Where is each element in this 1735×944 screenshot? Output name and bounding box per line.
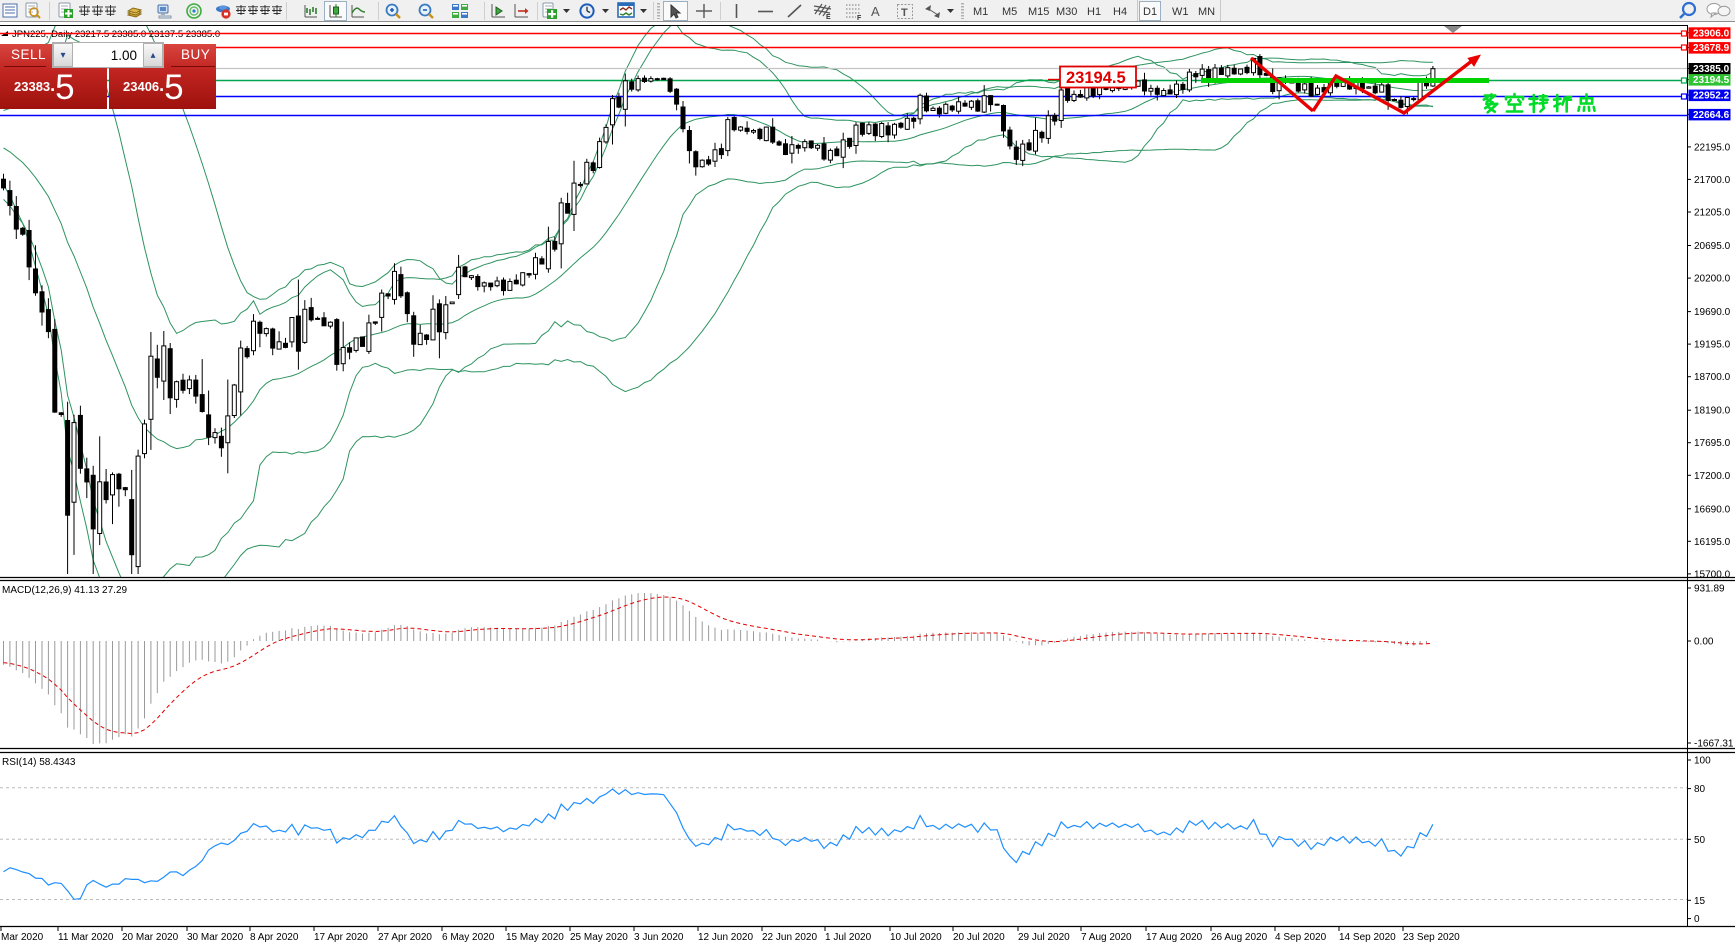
svg-text:17 Aug 2020: 17 Aug 2020 — [1146, 932, 1203, 943]
svg-text:18190.0: 18190.0 — [1694, 406, 1731, 417]
svg-text:20 Mar 2020: 20 Mar 2020 — [122, 932, 179, 943]
svg-text:3 Jun 2020: 3 Jun 2020 — [634, 932, 684, 943]
svg-text:17200.0: 17200.0 — [1694, 471, 1731, 482]
svg-text:23385.0: 23385.0 — [1693, 64, 1730, 75]
svg-text:H1: H1 — [1087, 6, 1101, 18]
svg-text:14 Sep 2020: 14 Sep 2020 — [1339, 932, 1396, 943]
svg-text:80: 80 — [1694, 784, 1706, 795]
svg-text:4 Sep 2020: 4 Sep 2020 — [1275, 932, 1327, 943]
svg-text:10 Jul 2020: 10 Jul 2020 — [890, 932, 942, 943]
svg-text:F: F — [857, 15, 862, 22]
svg-text:23 Sep 2020: 23 Sep 2020 — [1403, 932, 1460, 943]
svg-text:21700.0: 21700.0 — [1694, 175, 1731, 186]
svg-text:22952.2: 22952.2 — [1693, 91, 1730, 102]
svg-text:7 Aug 2020: 7 Aug 2020 — [1081, 932, 1132, 943]
svg-text:RSI(14) 58.4343: RSI(14) 58.4343 — [2, 757, 76, 768]
svg-text:1 Jul 2020: 1 Jul 2020 — [825, 932, 872, 943]
svg-text:JPN225, Daily 23217.5 23385.0: JPN225, Daily 23217.5 23385.0 23137.5 23… — [12, 29, 220, 40]
svg-text:23678.9: 23678.9 — [1693, 43, 1730, 54]
svg-text:D1: D1 — [1143, 6, 1157, 18]
svg-text:A: A — [871, 4, 880, 19]
svg-text:23194.5: 23194.5 — [1693, 75, 1730, 86]
svg-text:17695.0: 17695.0 — [1694, 438, 1731, 449]
svg-text:20200.0: 20200.0 — [1694, 274, 1731, 285]
svg-text:H4: H4 — [1113, 6, 1127, 18]
svg-text:MACD(12,26,9) 41.13 27.29: MACD(12,26,9) 41.13 27.29 — [2, 585, 128, 596]
svg-text:931.89: 931.89 — [1694, 584, 1725, 595]
svg-text:E: E — [826, 14, 831, 21]
svg-text:21205.0: 21205.0 — [1694, 208, 1731, 219]
svg-text:M15: M15 — [1028, 6, 1049, 18]
svg-text:MN: MN — [1198, 6, 1215, 18]
svg-text:-1667.31: -1667.31 — [1694, 739, 1734, 750]
svg-text:16690.0: 16690.0 — [1694, 504, 1731, 515]
svg-text:M1: M1 — [973, 6, 988, 18]
svg-text:0.00: 0.00 — [1694, 637, 1714, 648]
svg-text:25 May 2020: 25 May 2020 — [570, 932, 628, 943]
svg-text:15: 15 — [1694, 896, 1706, 907]
svg-text:100: 100 — [1694, 756, 1711, 767]
svg-text:8 Apr 2020: 8 Apr 2020 — [250, 932, 299, 943]
svg-text:Mar 2020: Mar 2020 — [1, 932, 44, 943]
svg-text:50: 50 — [1694, 835, 1706, 846]
svg-text:15700.0: 15700.0 — [1694, 569, 1731, 580]
svg-text:17 Apr 2020: 17 Apr 2020 — [314, 932, 368, 943]
svg-text:22 Jun 2020: 22 Jun 2020 — [762, 932, 817, 943]
svg-text:0: 0 — [1694, 914, 1700, 925]
svg-text:22664.6: 22664.6 — [1693, 110, 1730, 121]
svg-text:T: T — [901, 7, 908, 19]
svg-text:20 Jul 2020: 20 Jul 2020 — [953, 932, 1005, 943]
svg-text:23194.5: 23194.5 — [1066, 69, 1126, 87]
svg-text:19195.0: 19195.0 — [1694, 340, 1731, 351]
svg-text:11 Mar 2020: 11 Mar 2020 — [58, 932, 114, 943]
svg-text:18700.0: 18700.0 — [1694, 372, 1731, 383]
svg-text:23906.0: 23906.0 — [1693, 28, 1730, 39]
svg-text:16195.0: 16195.0 — [1694, 537, 1731, 548]
svg-text:30 Mar 2020: 30 Mar 2020 — [187, 932, 244, 943]
svg-text:20695.0: 20695.0 — [1694, 241, 1731, 252]
svg-text:12 Jun 2020: 12 Jun 2020 — [698, 932, 753, 943]
svg-text:26 Aug 2020: 26 Aug 2020 — [1211, 932, 1268, 943]
svg-text:15 May 2020: 15 May 2020 — [506, 932, 564, 943]
svg-text:29 Jul 2020: 29 Jul 2020 — [1018, 932, 1070, 943]
svg-text:27 Apr 2020: 27 Apr 2020 — [378, 932, 432, 943]
svg-text:22195.0: 22195.0 — [1694, 142, 1731, 153]
svg-text:6 May 2020: 6 May 2020 — [442, 932, 495, 943]
svg-text:M5: M5 — [1002, 6, 1017, 18]
svg-text:M30: M30 — [1056, 6, 1077, 18]
svg-text:W1: W1 — [1172, 6, 1189, 18]
svg-text:19690.0: 19690.0 — [1694, 307, 1731, 318]
